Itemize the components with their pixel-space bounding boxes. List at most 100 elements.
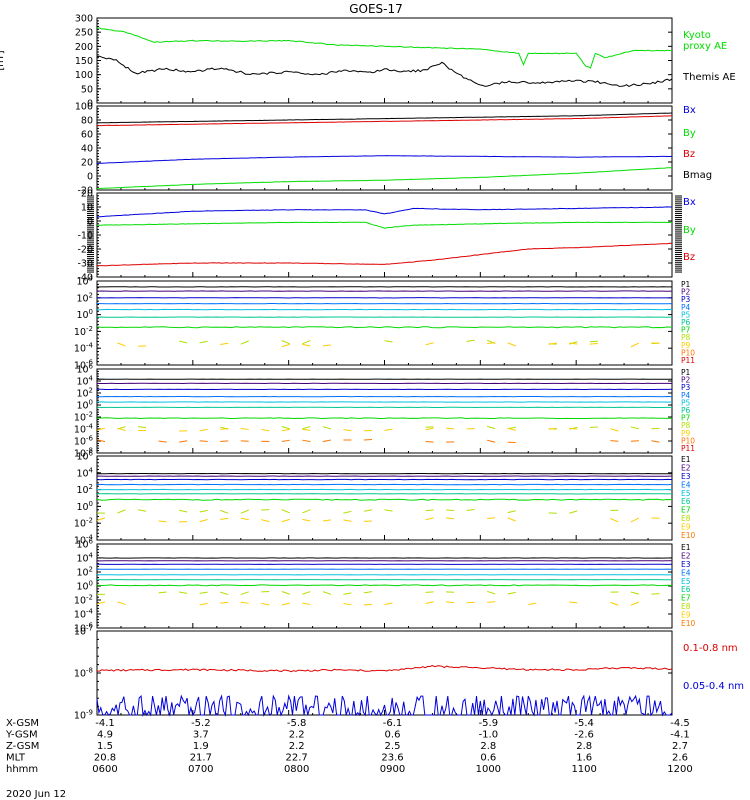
channel-label: E6 [681,585,691,594]
panel-frame [96,630,673,716]
channel-line [96,326,673,329]
ephemeris-value: -6.1 [383,718,403,729]
channel-label: P10 [681,436,695,445]
channel-label: P11 [681,356,695,365]
channel-segment [240,517,249,521]
channel-segment [179,509,188,513]
y-tick-label: 100 [75,70,93,81]
channel-segment [322,439,331,443]
channel-line [96,584,673,587]
channel-segment [240,601,249,604]
legend-label-line: Bx [683,197,696,208]
channel-label: E6 [681,497,691,506]
tick-exponent: -8 [86,447,93,455]
channel-segment [466,339,475,342]
channel-label: P7 [681,326,691,335]
channel-line [96,498,673,501]
panel-1: 300 250 200 150 100 50 0 AE_index[nT] Kyotoproxy… [0,14,736,110]
channel-segment [343,429,352,432]
channel-segment [117,427,126,431]
channel-label: P5 [681,310,691,319]
channel-segment [281,518,290,523]
channel-segment [630,342,640,348]
y-tick-label: 0 [87,217,93,228]
tick-exponent: -6 [86,359,94,367]
channel-label: P8 [681,421,691,430]
ephemeris-row-label: X-GSM [6,718,39,729]
channel-segment [138,426,147,429]
channel-segment [487,425,496,430]
channel-segment [261,602,270,606]
y-tick-label: 100 [76,308,93,321]
channel-segment [487,590,496,595]
channel-label: E2 [681,551,691,560]
channel-segment [96,601,106,605]
channel-segment [425,441,434,443]
ephemeris-value: -5.2 [191,718,211,729]
channel-segment [343,592,352,595]
channel-segment [158,520,167,523]
tick-exponent: 0 [89,399,93,407]
channel-segment [240,340,249,345]
legend-label: 0.1-0.8 nm [683,643,738,654]
channel-segment [446,517,455,520]
channel-segment [281,439,290,442]
series-line-2 [96,242,673,267]
ephemeris-value: 21.7 [190,753,212,764]
date-label: 2020 Jun 12 [6,789,66,800]
channel-segment [199,518,208,523]
channel-segment [569,341,578,345]
series-line-2 [97,115,673,127]
channel-label: P8 [681,333,691,342]
tick-exponent: -6 [86,435,94,443]
y-tick-label: -10 [77,231,93,242]
channel-segment [220,440,229,443]
legend-label-line: Bmag [683,170,712,181]
y-tick-label: 10-2 [74,594,93,607]
ephemeris-value: 20.8 [94,753,116,764]
channel-segment [487,517,496,519]
y-axis-label: AE_index[nT] [0,38,6,84]
channel-segment [302,591,311,595]
channel-label: E3 [681,560,691,569]
ephemeris-value: 22.7 [286,753,308,764]
channel-segment [630,601,640,606]
channel-segment [589,343,598,345]
legend-label-line: proxy AE [683,41,727,52]
legend-label: Bmag [683,170,712,181]
legend-label: Bz [683,252,695,263]
channel-segment [487,601,496,603]
channel-label: E1 [681,543,691,552]
ephemeris-value: 2.2 [289,741,305,752]
channel-segment [528,602,537,605]
channel-segment [487,439,496,443]
series-line-0 [96,206,672,218]
legend-label-line: Bz [683,149,695,160]
channel-segment [96,439,106,443]
tick-exponent: 0 [89,580,93,588]
tick-exponent: 2 [89,566,93,574]
channel-label: P6 [681,318,691,327]
channel-segment [343,519,352,522]
y-tick-label: 10 [81,203,93,214]
ephemeris-value: 0900 [380,764,405,775]
channel-segment [322,519,331,522]
ephemeris-row-label: MLT [6,753,26,764]
y-tick-label: 104 [76,552,93,565]
ephemeris-value: 3.7 [193,730,209,741]
y-tick-label: 10-4 [74,342,94,355]
channel-segment [281,340,291,345]
channel-segment [630,426,640,430]
channel-segment [240,509,249,514]
tick-exponent: -2 [86,325,93,333]
channel-segment [199,509,208,513]
channel-segment [322,426,332,430]
channel-segment [199,340,208,344]
channel-segment [425,601,434,604]
channel-segment [569,510,578,514]
channel-label: P7 [681,414,691,423]
channel-label: P4 [681,303,691,312]
channel-segment [117,342,126,347]
series-line-1 [96,694,673,717]
